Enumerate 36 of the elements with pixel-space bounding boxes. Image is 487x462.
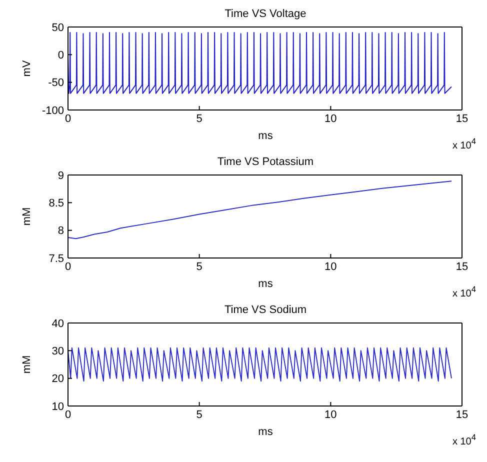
- line-series: [68, 32, 452, 94]
- y-tick-label: 8: [58, 225, 64, 238]
- x-tick-label: 10: [324, 112, 337, 125]
- y-tick-label: 20: [52, 373, 64, 386]
- x-tick-label: 15: [456, 260, 468, 273]
- text: x 10$^{4}$: [452, 284, 476, 300]
- text: x 10$^{4}$: [452, 136, 476, 152]
- y-tick-label: 9: [58, 170, 64, 182]
- y-axis-title: mM: [20, 355, 33, 374]
- y-tick-label: 40: [52, 318, 64, 330]
- x-tick-label: 15: [456, 408, 468, 421]
- line-series: [68, 347, 452, 382]
- x-tick-label: 10: [324, 408, 337, 421]
- y-axis-title: mM: [20, 207, 33, 226]
- chart-title: Time VS Potassium: [216, 156, 315, 168]
- y-tick-label: 7.5: [48, 252, 64, 265]
- x-tick-label: 10: [324, 260, 337, 273]
- y-tick-label: 0: [58, 50, 64, 62]
- x-axis-title: ms: [257, 426, 274, 438]
- y-tick-label: 8.5: [48, 198, 64, 210]
- x-tick-label: 5: [196, 112, 202, 125]
- y-tick-label: 10: [52, 400, 64, 413]
- x-tick-label: 5: [196, 408, 202, 421]
- chart-title: Time VS Voltage: [224, 8, 308, 20]
- x-tick-label: 5: [196, 260, 202, 273]
- line-series: [68, 180, 452, 240]
- x-axis-title: ms: [257, 278, 274, 290]
- x-tick-label: 15: [456, 112, 468, 125]
- y-tick-label: -100: [42, 104, 64, 117]
- x-axis-title: ms: [257, 130, 274, 142]
- y-tick-label: 30: [52, 346, 64, 358]
- y-tick-label: -50: [48, 77, 64, 90]
- y-axis-title: mV: [20, 60, 33, 77]
- chart-title: Time VS Sodium: [223, 304, 308, 316]
- y-tick-label: 50: [52, 22, 64, 34]
- text: x 10$^{4}$: [452, 432, 476, 448]
